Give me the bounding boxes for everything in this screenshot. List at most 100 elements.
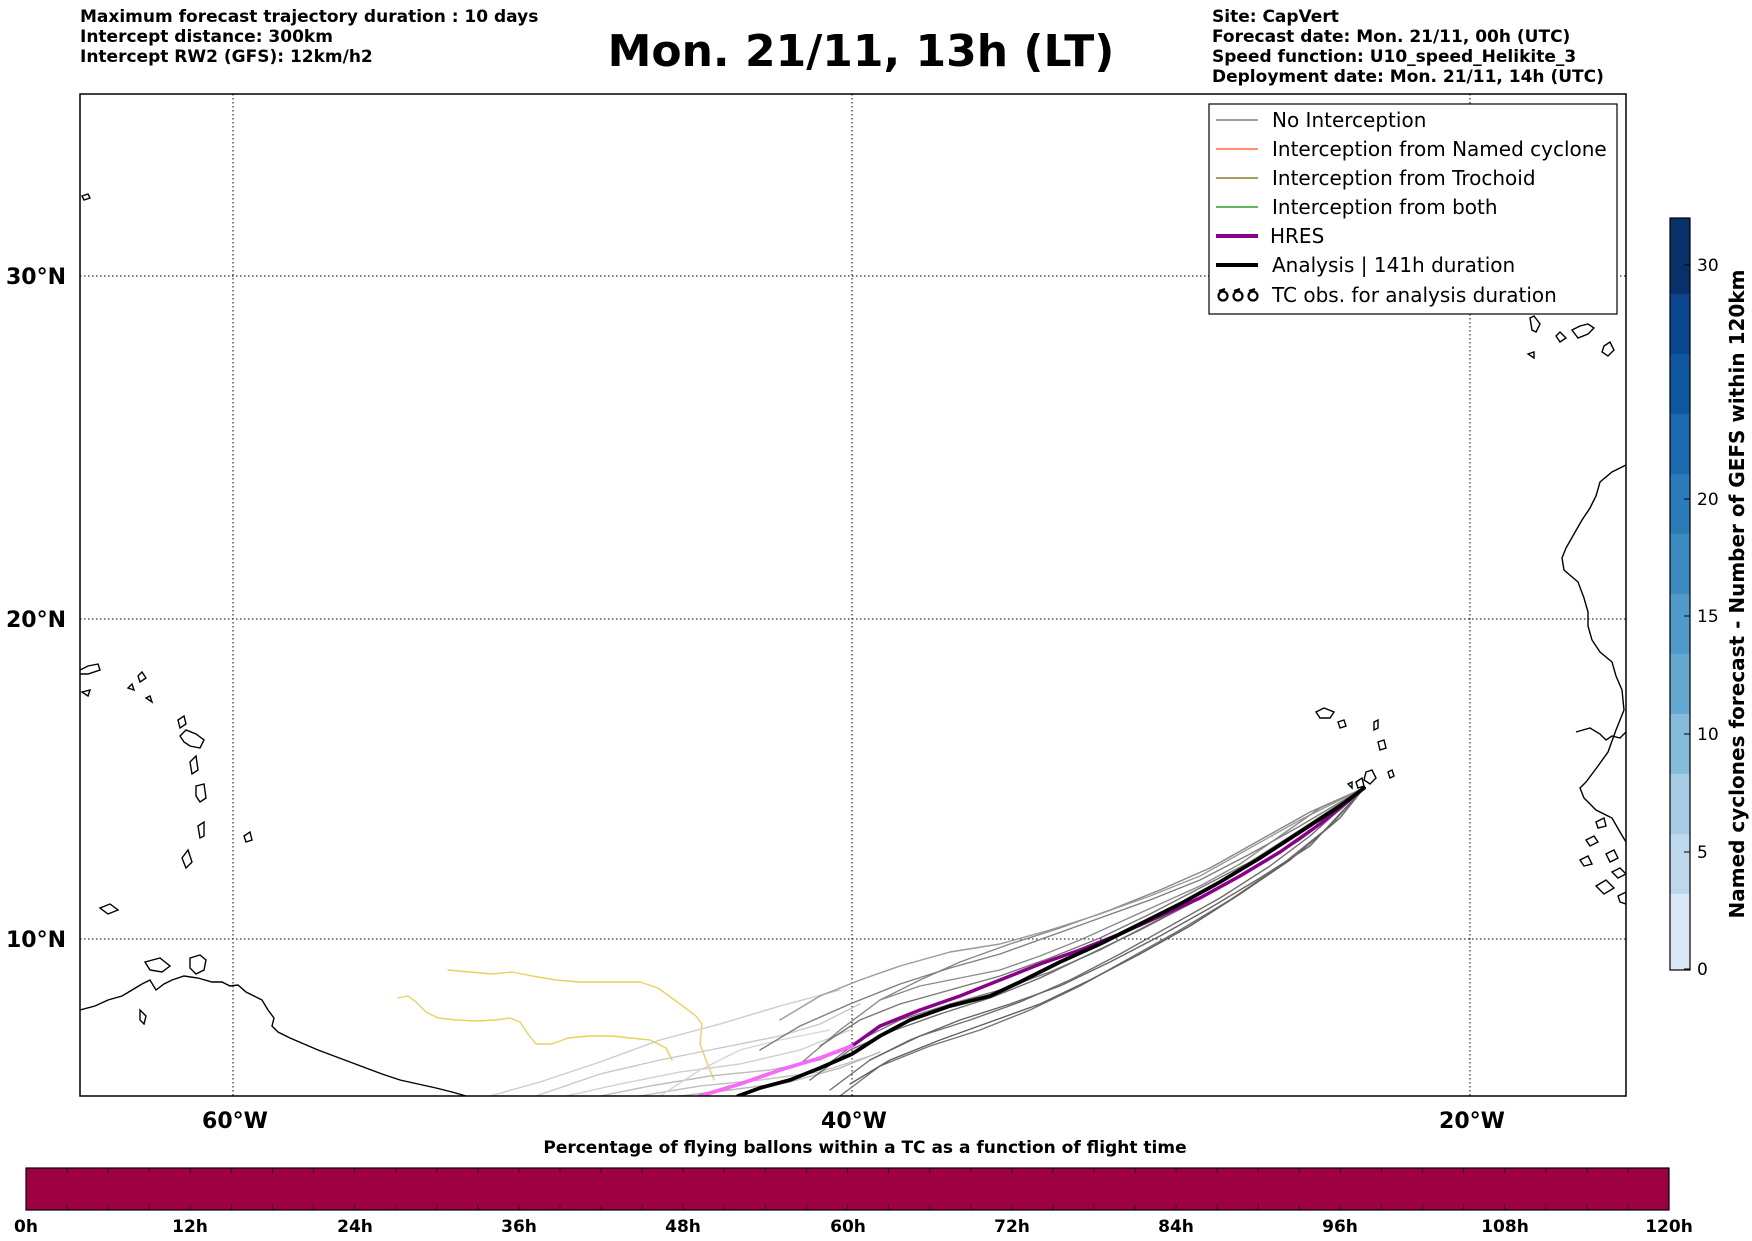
time-colorbar-title: Percentage of flying ballons within a TC…: [543, 1138, 1186, 1158]
trajectory-grey-18: [819, 787, 1365, 1047]
lesser-antilles-7: [181, 848, 193, 870]
cape-verde-4: [1377, 739, 1387, 751]
legend: No Interception Interception from Named …: [1208, 103, 1618, 315]
coastlines: [80, 193, 1626, 1096]
bijagos-3: [1605, 849, 1619, 863]
bijagos-2: [1584, 835, 1600, 847]
legend-label: No Interception: [1272, 108, 1426, 132]
legend-label: TC obs. for analysis duration: [1271, 283, 1557, 307]
small-island-5: [81, 193, 91, 201]
longitude-labels: 60°W 40°W 20°W: [202, 1109, 1505, 1134]
speed-function-text: Speed function: U10_speed_Helikite_3: [1212, 47, 1577, 67]
time-tick-label: 24h: [337, 1217, 373, 1237]
time-tick-label: 48h: [665, 1217, 701, 1237]
time-tick-label: 60h: [830, 1217, 866, 1237]
canary-islands-4: [1601, 340, 1615, 357]
lesser-antilles-4: [189, 754, 199, 776]
legend-label: HRES: [1270, 224, 1324, 248]
trajectory-trochoid-1: [397, 995, 673, 1061]
trajectory-grey-16: [879, 787, 1365, 1001]
trajectory-grey-5: [639, 1055, 871, 1096]
legend-label: Interception from Trochoid: [1272, 166, 1536, 190]
bijagos-1: [1595, 816, 1607, 829]
cape-verde-5: [1355, 776, 1365, 789]
cyclone-tick-label: 10: [1697, 725, 1719, 745]
trajectory-grey-2: [535, 1003, 861, 1096]
legend-item: Interception from Trochoid: [1216, 166, 1536, 190]
intercept-distance-text: Intercept distance: 300km: [80, 27, 333, 47]
lesser-antilles-5: [195, 783, 207, 803]
cyclone-colorbar-frame: [1669, 217, 1691, 971]
cape-verde-3: [1373, 718, 1379, 732]
cape-verde-8: [1387, 769, 1395, 779]
time-tick-label: 108h: [1481, 1217, 1529, 1237]
legend-item: HRES: [1216, 224, 1324, 248]
legend-box: [1208, 103, 1618, 315]
cape-verde-6: [1346, 780, 1353, 790]
cyclone-symbol-icon: [1217, 287, 1259, 302]
time-tick-label: 120h: [1645, 1217, 1693, 1237]
lesser-antilles-6: [197, 820, 205, 840]
small-island-4: [139, 1008, 147, 1026]
time-colorbar: Percentage of flying ballons within a TC…: [14, 1138, 1693, 1237]
trajectory-grey-14: [759, 787, 1365, 1051]
map-area: No Interception Interception from Named …: [80, 94, 1626, 1096]
bijagos-5: [1610, 867, 1626, 879]
canary-islands-3: [1570, 323, 1596, 339]
bijagos-7: [1617, 891, 1626, 905]
cape-verde-1: [1314, 707, 1336, 719]
africa-coast: [1561, 464, 1626, 843]
trajectory-grey-11: [779, 787, 1365, 1021]
small-island-2: [144, 695, 154, 704]
paria-peninsula: [143, 957, 172, 973]
lesser-antilles-1: [137, 670, 147, 684]
legend-item: No Interception: [1216, 108, 1426, 132]
time-colorbar-fill: [25, 1167, 1670, 1211]
trinidad-island: [189, 954, 207, 975]
time-tick-label: 84h: [1158, 1217, 1194, 1237]
lon-label-20w: 20°W: [1439, 1109, 1505, 1134]
cyclone-tick-label: 30: [1697, 256, 1719, 276]
time-tick-label: 12h: [172, 1217, 208, 1237]
max-duration-text: Maximum forecast trajectory duration : 1…: [80, 7, 539, 27]
site-text: Site: CapVert: [1212, 7, 1339, 27]
lon-label-40w: 40°W: [821, 1109, 887, 1134]
canary-islands-2: [1555, 331, 1568, 343]
trajectory-trochoid-2: [447, 969, 715, 1081]
deployment-date-text: Deployment date: Mon. 21/11, 14h (UTC): [1212, 67, 1604, 87]
forecast-date-text: Forecast date: Mon. 21/11, 00h (UTC): [1212, 27, 1571, 47]
cyclone-colorbar: 30 20 15 10 5 0 Named cyclones forecast …: [1669, 217, 1749, 980]
time-tick-label: 96h: [1322, 1217, 1358, 1237]
legend-label: Interception from Named cyclone: [1272, 137, 1607, 161]
trajectory-lines: [397, 786, 1366, 1096]
legend-item: Interception from Named cyclone: [1216, 137, 1607, 161]
time-tick-label: 72h: [994, 1217, 1030, 1237]
trajectory-grey-3: [565, 1029, 851, 1096]
trajectory-grey-7: [659, 1029, 831, 1096]
lat-label-20n: 20°N: [6, 608, 66, 633]
map-frame: [79, 93, 1627, 1097]
africa-estuary: [1575, 727, 1626, 741]
trajectory-analysis: [736, 786, 1366, 1096]
intercept-rw2-text: Intercept RW2 (GFS): 12km/h2: [80, 47, 373, 67]
cape-verde-7: [1363, 769, 1377, 785]
puerto-rico-fragment: [80, 663, 101, 675]
legend-label: Interception from both: [1272, 195, 1498, 219]
lat-label-10n: 10°N: [6, 928, 66, 953]
trajectory-grey-1: [489, 989, 841, 1096]
legend-item: TC obs. for analysis duration: [1217, 283, 1557, 307]
lat-label-30n: 30°N: [6, 265, 66, 290]
legend-label: Analysis | 141h duration: [1272, 253, 1515, 277]
trajectory-hres-early: [698, 1044, 854, 1096]
canary-islands-5: [1526, 351, 1535, 360]
time-tick-label: 0h: [14, 1217, 38, 1237]
small-island-1: [126, 682, 136, 692]
aruba-curacao: [98, 903, 120, 915]
cyclone-tick-label: 5: [1697, 843, 1708, 863]
cyclone-tick-label: 0: [1697, 960, 1708, 980]
lon-label-60w: 60°W: [202, 1109, 268, 1134]
time-tick-label: 36h: [501, 1217, 537, 1237]
page-title: Mon. 21/11, 13h (LT): [607, 26, 1115, 77]
header-left-info: Maximum forecast trajectory duration : 1…: [80, 7, 538, 67]
